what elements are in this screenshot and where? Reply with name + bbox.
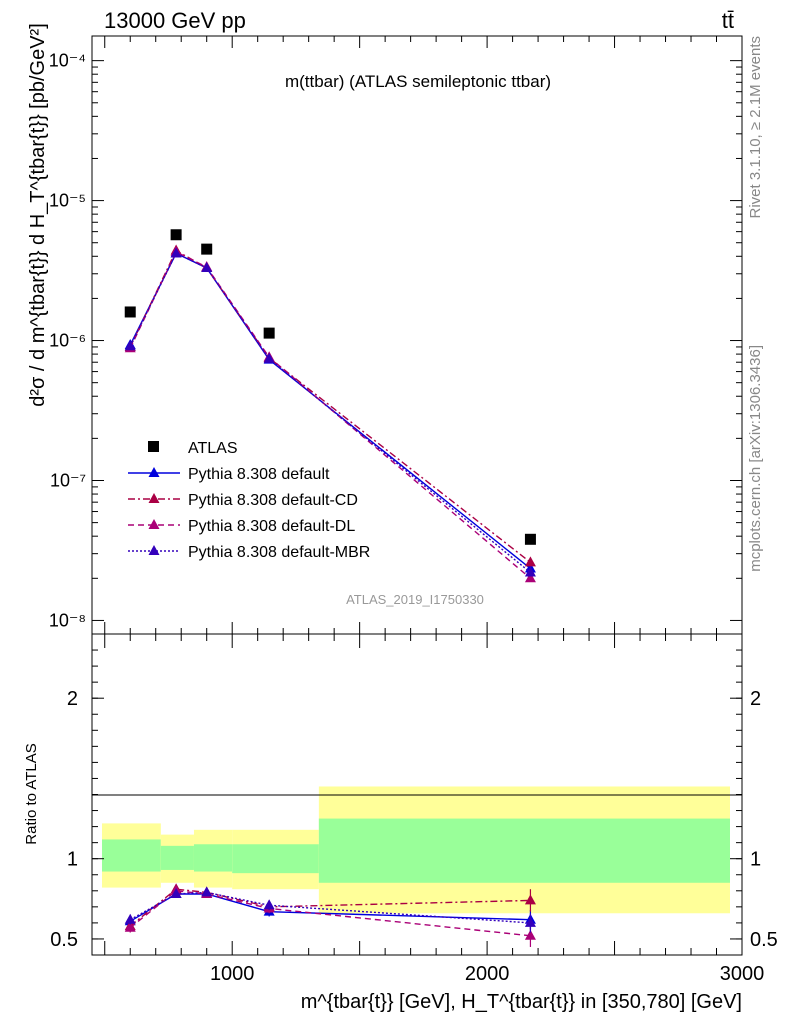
ratio-y-tick-label: 1 bbox=[67, 849, 78, 871]
legend-marker bbox=[148, 467, 160, 477]
ratio-axis-ticks: 0.5 0.5 1 1 2 2 1000 2000 3000 bbox=[50, 634, 778, 985]
ratio-series-line bbox=[129, 890, 531, 937]
mc-data-point bbox=[524, 556, 536, 567]
mc-data-point bbox=[524, 566, 536, 577]
legend-marker bbox=[148, 493, 160, 503]
process-label: tt̄ bbox=[722, 8, 734, 33]
x-tick-label: 3000 bbox=[720, 963, 765, 985]
mc-data-point bbox=[124, 340, 136, 351]
legend-marker bbox=[148, 545, 160, 555]
legend-entry: Pythia 8.308 default bbox=[188, 466, 330, 483]
ratio-series-line bbox=[129, 888, 531, 927]
ratio-data-point bbox=[170, 888, 182, 899]
atlas-data-point bbox=[201, 243, 213, 255]
x-tick-label: 2000 bbox=[465, 963, 510, 985]
atlas-data-point bbox=[524, 533, 536, 545]
main-y-tick-label: 10⁻⁷ bbox=[50, 470, 86, 490]
atlas-data-point bbox=[170, 229, 182, 241]
analysis-id: ATLAS_2019_I1750330 bbox=[346, 592, 484, 607]
atlas-data-point bbox=[263, 327, 275, 339]
ratio-inner-band bbox=[193, 844, 233, 872]
ratio-y-tick-label: 0.5 bbox=[50, 929, 78, 951]
atlas-data-point bbox=[124, 306, 136, 318]
ratio-data-point bbox=[201, 886, 213, 897]
x-tick-label: 1000 bbox=[210, 963, 255, 985]
mc-data-point bbox=[263, 352, 275, 363]
ratio-panel: 0.5 0.5 1 1 2 2 1000 2000 3000 Ratio to ATLAS m^… bbox=[23, 633, 778, 1013]
legend-entry: Pythia 8.308 default-MBR bbox=[188, 544, 370, 561]
ratio-uncertainty-bands bbox=[102, 786, 730, 914]
mc-data-point bbox=[170, 247, 182, 258]
main-series-layer bbox=[124, 229, 536, 583]
legend-entry: Pythia 8.308 default-CD bbox=[188, 492, 358, 509]
ratio-inner-band bbox=[160, 845, 194, 870]
energy-label: 13000 GeV pp bbox=[104, 8, 246, 33]
rivet-label: Rivet 3.1.10, ≥ 2.1M events bbox=[747, 36, 764, 219]
ratio-series-layer bbox=[124, 883, 536, 947]
mc-series-line bbox=[129, 249, 531, 563]
ratio-data-point bbox=[124, 921, 136, 932]
ratio-data-point bbox=[524, 929, 536, 940]
ratio-y-tick-label-right: 0.5 bbox=[750, 929, 778, 951]
legend-entry: ATLAS bbox=[188, 440, 238, 457]
main-y-tick-label: 10⁻⁶ bbox=[49, 331, 86, 351]
legend-entry: Pythia 8.308 default-DL bbox=[188, 518, 355, 535]
ratio-y-tick-label-right: 2 bbox=[750, 688, 761, 710]
ratio-data-point bbox=[524, 894, 536, 905]
ratio-data-point bbox=[124, 913, 136, 924]
main-y-tick-label: 10⁻⁴ bbox=[49, 51, 86, 71]
chart-title: m(ttbar) (ATLAS semileptonic ttbar) bbox=[285, 72, 551, 91]
main-panel: 10⁻⁸ 10⁻⁷ 10⁻⁶ 10⁻⁵ 10⁻⁴ m(ttbar) (ATLAS sem… bbox=[27, 23, 743, 635]
ratio-inner-band bbox=[102, 839, 161, 872]
main-y-tick-label: 10⁻⁵ bbox=[49, 191, 86, 211]
mc-data-point bbox=[201, 261, 213, 272]
main-axis-ticks: 10⁻⁸ 10⁻⁷ 10⁻⁶ 10⁻⁵ 10⁻⁴ bbox=[49, 36, 743, 634]
x-axis-label: m^{tbar{t}} [GeV], H_T^{tbar{t}} in [350… bbox=[301, 991, 742, 1013]
ratio-y-axis-label: Ratio to ATLAS bbox=[23, 743, 40, 844]
legend-marker bbox=[148, 519, 160, 529]
main-y-tick-label: 10⁻⁸ bbox=[49, 610, 86, 630]
main-y-axis-label: d²σ / d m^{tbar{t}} d H_T^{tbar{t}} [pb/… bbox=[27, 23, 49, 407]
ratio-data-point bbox=[263, 899, 275, 910]
ratio-inner-band bbox=[232, 844, 319, 874]
ratio-y-tick-label-right: 1 bbox=[750, 849, 761, 871]
legend: ATLAS Pythia 8.308 default Pythia 8.308 de… bbox=[128, 440, 370, 561]
legend-marker bbox=[148, 441, 159, 452]
ratio-data-point bbox=[524, 916, 536, 927]
ratio-y-tick-label: 2 bbox=[67, 688, 78, 710]
site-label: mcplots.cern.ch [arXiv:1306.3436] bbox=[747, 345, 764, 572]
mc-data-point bbox=[524, 572, 536, 583]
ratio-inner-band bbox=[318, 818, 730, 883]
